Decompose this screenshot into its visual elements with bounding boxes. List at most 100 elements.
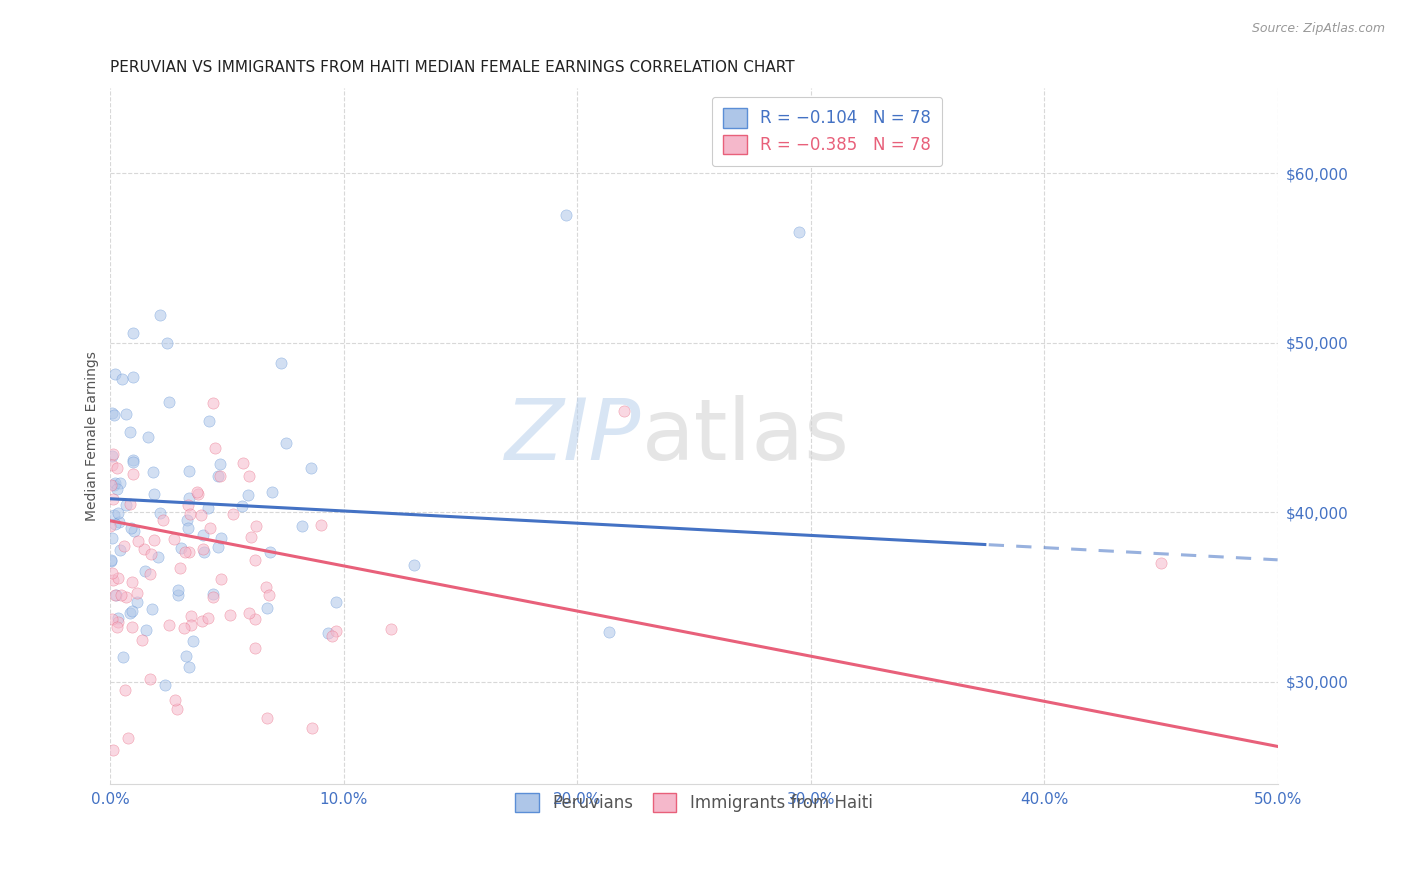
Point xyxy=(193,545,215,559)
Point xyxy=(260,484,283,499)
Point xyxy=(104,516,127,531)
Point xyxy=(104,368,127,382)
Point xyxy=(107,571,129,585)
Point xyxy=(177,521,200,535)
Point xyxy=(207,468,229,483)
Point xyxy=(139,566,162,581)
Point xyxy=(193,542,215,557)
Point xyxy=(191,528,214,542)
Point xyxy=(112,539,135,553)
Point xyxy=(157,395,180,409)
Point xyxy=(256,601,278,615)
Point xyxy=(100,519,122,533)
Point xyxy=(219,607,242,622)
Point xyxy=(127,586,149,600)
Point xyxy=(245,553,267,567)
Point xyxy=(120,521,142,535)
Point xyxy=(183,633,205,648)
Point xyxy=(243,640,266,655)
Point xyxy=(325,594,347,608)
Point xyxy=(108,515,131,529)
Point xyxy=(136,430,159,444)
Point xyxy=(100,566,122,581)
Point xyxy=(118,606,141,620)
Point xyxy=(1150,556,1173,570)
Point xyxy=(100,553,122,567)
Point xyxy=(316,626,339,640)
Point xyxy=(153,677,176,691)
Legend: Peruvians, Immigrants from Haiti: Peruvians, Immigrants from Haiti xyxy=(503,781,884,824)
Point xyxy=(134,564,156,578)
Point xyxy=(152,513,174,527)
Point xyxy=(174,648,197,663)
Point xyxy=(257,588,280,602)
Point xyxy=(101,612,124,626)
Point xyxy=(139,672,162,686)
Point xyxy=(276,436,298,450)
Point xyxy=(163,693,186,707)
Point xyxy=(122,369,145,384)
Point xyxy=(135,624,157,638)
Point xyxy=(110,475,132,490)
Point xyxy=(101,573,124,587)
Point xyxy=(177,491,200,505)
Point xyxy=(149,308,172,322)
Point xyxy=(238,469,260,483)
Point xyxy=(177,464,200,478)
Point xyxy=(259,545,281,559)
Point xyxy=(179,659,201,673)
Point xyxy=(120,425,142,440)
Point xyxy=(325,624,347,638)
Point xyxy=(103,491,125,506)
Point xyxy=(122,455,145,469)
Point xyxy=(104,588,127,602)
Point xyxy=(211,531,233,545)
Point xyxy=(149,507,172,521)
Point xyxy=(301,722,323,736)
Point xyxy=(174,545,197,559)
Point xyxy=(179,544,201,558)
Point xyxy=(105,589,128,603)
Point xyxy=(176,513,198,527)
Point xyxy=(101,531,124,545)
Point xyxy=(110,588,132,602)
Point xyxy=(321,629,343,643)
Point xyxy=(201,396,224,410)
Point xyxy=(270,356,292,370)
Text: PERUVIAN VS IMMIGRANTS FROM HAITI MEDIAN FEMALE EARNINGS CORRELATION CHART: PERUVIAN VS IMMIGRANTS FROM HAITI MEDIAN… xyxy=(111,60,794,75)
Point xyxy=(179,508,201,522)
Point xyxy=(186,485,208,500)
Point xyxy=(127,534,149,549)
Point xyxy=(107,460,129,475)
Point xyxy=(254,580,277,594)
Point xyxy=(148,550,170,565)
Point xyxy=(118,497,141,511)
Point xyxy=(204,441,226,455)
Point xyxy=(169,560,191,574)
Point xyxy=(167,588,190,602)
Point xyxy=(103,408,125,422)
Point xyxy=(101,449,124,463)
Point xyxy=(243,612,266,626)
Point xyxy=(201,590,224,604)
Point xyxy=(121,575,143,590)
Point xyxy=(103,447,125,461)
Point xyxy=(208,469,231,483)
Point xyxy=(105,620,128,634)
Point xyxy=(191,614,214,628)
Point xyxy=(198,414,221,428)
Point xyxy=(139,547,162,561)
Point xyxy=(180,609,202,624)
Point xyxy=(380,622,402,636)
Point xyxy=(239,530,262,544)
Point xyxy=(104,475,127,490)
Point xyxy=(197,501,219,516)
Text: ZIP: ZIP xyxy=(505,394,641,477)
Text: Source: ZipAtlas.com: Source: ZipAtlas.com xyxy=(1251,22,1385,36)
Point xyxy=(299,461,322,475)
Point xyxy=(107,507,129,521)
Point xyxy=(787,226,810,240)
Point xyxy=(236,488,259,502)
Point xyxy=(115,498,138,512)
Point xyxy=(222,507,245,521)
